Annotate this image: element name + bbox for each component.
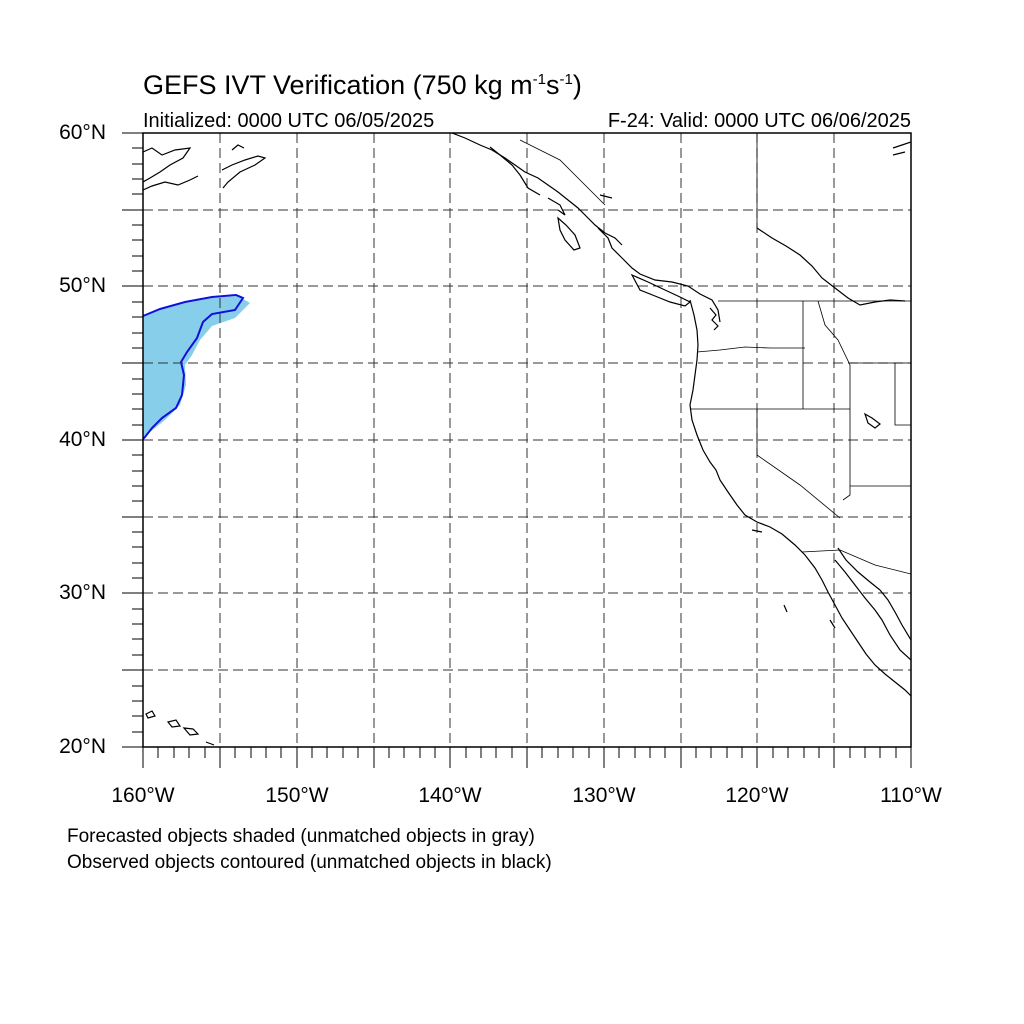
legend-forecast-note: Forecasted objects shaded (unmatched obj… (67, 826, 535, 847)
lon-label-130w: 130°W (572, 784, 636, 807)
axis-ticks (122, 132, 912, 768)
valid-time-label: F-24: Valid: 0000 UTC 06/06/2025 (607, 110, 911, 132)
lon-label-120w: 120°W (725, 784, 789, 807)
plot-title: GEFS IVT Verification (750 kg m-1s-1) (143, 70, 582, 100)
lat-label-20n: 20°N (59, 735, 106, 758)
legend-observed-note: Observed objects contoured (unmatched ob… (67, 852, 552, 873)
forecast-object-fill (143, 296, 250, 437)
lat-label-60n: 60°N (59, 121, 106, 144)
lat-label-50n: 50°N (59, 274, 106, 297)
lon-label-140w: 140°W (418, 784, 482, 807)
lat-label-40n: 40°N (59, 428, 106, 451)
political-borders (519, 133, 911, 575)
lon-label-110w: 110°W (880, 784, 942, 807)
observed-object-contour (142, 293, 245, 440)
lon-label-150w: 150°W (265, 784, 329, 807)
grid-lines (143, 133, 911, 747)
lon-label-160w: 160°W (111, 784, 175, 807)
initialized-label: Initialized: 0000 UTC 06/05/2025 (143, 110, 435, 132)
lat-label-30n: 30°N (59, 581, 106, 604)
coastlines (143, 133, 911, 746)
